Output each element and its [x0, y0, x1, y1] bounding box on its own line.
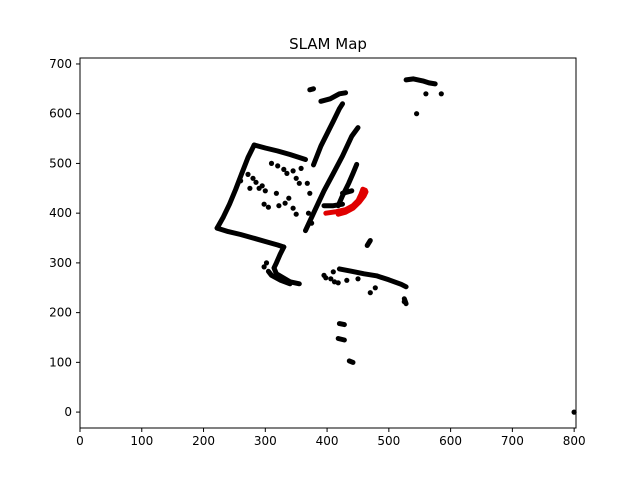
data-point-0-20 [261, 201, 267, 207]
data-point-0-14 [296, 180, 302, 186]
y-tick-label: 500 [49, 156, 72, 170]
data-point-0-16 [304, 180, 310, 186]
scan-segment-0-6 [335, 161, 360, 209]
data-point-0-0 [238, 178, 244, 184]
data-point-0-40 [401, 299, 407, 305]
scan-segment-0-1 [214, 142, 257, 231]
chart-title: SLAM Map [289, 35, 367, 53]
data-point-0-21 [265, 204, 271, 210]
scan-segment-0-17 [335, 336, 347, 343]
scan-segment-0-0 [214, 225, 287, 250]
y-tick-label: 400 [49, 206, 72, 220]
data-point-0-13 [293, 175, 299, 181]
scan-segment-0-16 [336, 321, 347, 328]
scan-segment-0-14 [403, 76, 438, 87]
data-point-0-29 [263, 260, 270, 266]
scan-segment-0-15 [307, 86, 316, 93]
data-point-0-3 [253, 179, 259, 185]
data-point-0-12 [290, 168, 296, 174]
series-0 [214, 76, 577, 415]
x-axis: 0 100 200 300 400 500 600 700 800 [76, 428, 586, 448]
data-point-0-6 [256, 185, 262, 191]
series-1 [323, 186, 369, 217]
x-tick-label: 300 [254, 434, 277, 448]
data-point-0-32 [328, 276, 334, 282]
data-point-0-26 [290, 205, 296, 211]
data-point-0-2 [250, 175, 256, 181]
scan-segment-1-2 [360, 186, 368, 193]
scan-segment-0-2 [251, 142, 308, 162]
data-point-0-24 [282, 200, 288, 206]
x-tick-label: 100 [130, 434, 153, 448]
data-point-0-19 [309, 220, 315, 226]
y-tick-label: 100 [49, 355, 72, 369]
x-tick-label: 600 [439, 434, 462, 448]
scan-segment-0-18 [346, 358, 356, 365]
data-point-0-10 [281, 166, 287, 172]
data-point-0-38 [372, 285, 378, 291]
data-point-0-43 [438, 91, 444, 97]
data-point-0-27 [293, 211, 299, 217]
x-tick-label: 0 [76, 434, 84, 448]
data-point-0-11 [284, 170, 290, 176]
data-point-0-25 [286, 195, 292, 201]
x-tick-label: 800 [563, 434, 586, 448]
x-tick-label: 700 [501, 434, 524, 448]
data-point-0-15 [298, 165, 304, 171]
scan-segment-0-4 [265, 268, 293, 287]
y-axis: 0 100 200 300 400 500 600 700 [49, 57, 80, 419]
data-point-0-35 [335, 280, 341, 286]
scan-segment-0-11 [364, 238, 373, 248]
plot-area-frame [79, 57, 577, 429]
data-point-0-1 [245, 171, 251, 177]
data-point-0-23 [276, 203, 282, 209]
plot-marks [214, 76, 577, 415]
y-tick-label: 600 [49, 107, 72, 121]
data-point-0-9 [275, 163, 281, 169]
scan-segment-0-7 [340, 188, 355, 196]
data-point-0-44 [571, 409, 577, 415]
data-point-0-37 [355, 276, 361, 282]
scan-segment-0-8 [311, 101, 345, 168]
scan-segment-1-1 [335, 189, 369, 217]
data-point-0-8 [268, 160, 275, 166]
scan-segment-0-9 [318, 90, 349, 104]
scan-segment-0-10 [303, 125, 361, 234]
scan-segment-0-12 [336, 266, 409, 290]
x-tick-label: 200 [192, 434, 215, 448]
data-point-0-5 [247, 185, 253, 191]
data-point-0-22 [273, 190, 279, 196]
data-point-0-41 [423, 91, 429, 97]
data-point-0-28 [261, 264, 267, 270]
data-point-0-39 [367, 290, 373, 296]
data-point-0-7 [262, 188, 268, 194]
y-tick-label: 700 [49, 57, 72, 71]
x-tick-label: 400 [316, 434, 339, 448]
y-tick-label: 0 [64, 405, 72, 419]
data-point-0-18 [305, 210, 312, 216]
x-tick-label: 500 [377, 434, 400, 448]
data-point-0-33 [330, 269, 336, 275]
y-tick-label: 300 [49, 256, 72, 270]
data-point-0-36 [344, 277, 350, 283]
y-tick-label: 200 [49, 306, 72, 320]
data-point-0-31 [323, 275, 329, 281]
data-point-0-42 [414, 111, 420, 117]
data-point-0-17 [307, 190, 313, 196]
